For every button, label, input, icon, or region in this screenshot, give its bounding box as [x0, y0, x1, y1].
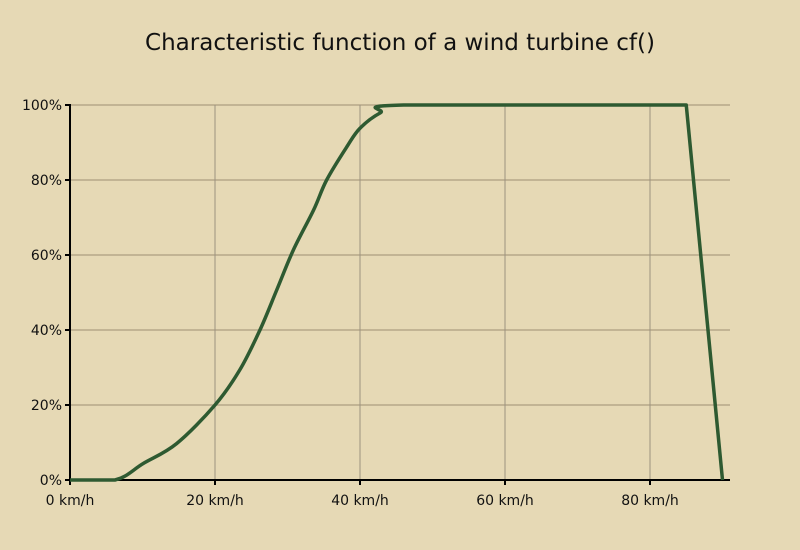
chart-title: Characteristic function of a wind turbin… — [145, 30, 655, 56]
y-tick-label: 40% — [31, 323, 62, 339]
y-tick-label: 0% — [40, 473, 62, 489]
series-line-cf — [70, 103, 725, 482]
x-tick-label: 80 km/h — [621, 493, 679, 509]
x-tick-label: 0 km/h — [46, 493, 95, 509]
x-tick-label: 60 km/h — [476, 493, 534, 509]
y-tick-label: 80% — [31, 173, 62, 189]
x-tick-label: 40 km/h — [331, 493, 389, 509]
y-tick-label: 100% — [22, 98, 62, 114]
x-tick-label: 20 km/h — [186, 493, 244, 509]
y-tick-label: 20% — [31, 398, 62, 414]
y-tick-label: 60% — [31, 248, 62, 264]
